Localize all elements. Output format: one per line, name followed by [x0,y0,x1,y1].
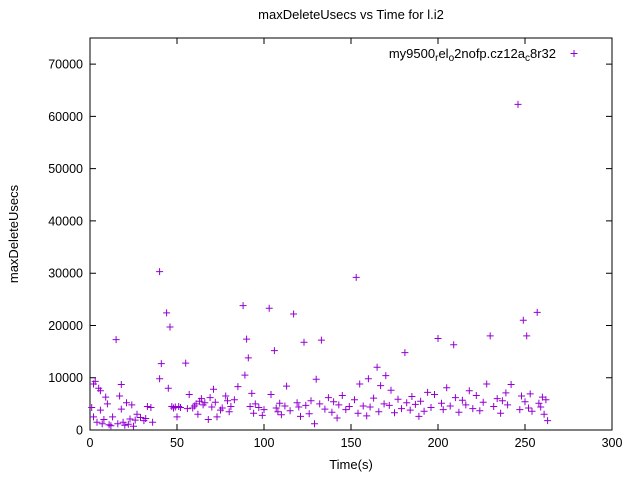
x-tick-label: 250 [515,436,536,450]
y-tick-label: 10000 [48,371,83,385]
legend-plus-marker-icon [570,50,578,57]
y-tick-label: 60000 [48,110,83,124]
y-tick-label: 50000 [48,162,83,176]
x-tick-label: 50 [170,436,184,450]
data-point-markers [88,100,552,430]
x-axis-label: Time(s) [329,457,373,472]
y-axis-label: maxDeleteUsecs [6,184,21,283]
x-tick-label: 200 [428,436,449,450]
y-tick-label: 30000 [48,267,83,281]
y-tick-label: 40000 [48,214,83,228]
x-tick-label: 100 [254,436,275,450]
tick-marks [89,38,613,431]
y-tick-label: 70000 [48,58,83,72]
scatter-points [88,100,552,430]
x-tick-label: 0 [87,436,94,450]
x-tick-label: 150 [341,436,362,450]
plot-border [89,37,613,431]
y-tick-label: 20000 [48,319,83,333]
chart-title: maxDeleteUsecs vs Time for l.i2 [258,7,444,22]
x-tick-label: 300 [602,436,623,450]
legend: my9500relo2nofp.cz12ac8r32 [389,46,578,64]
legend-series-label: my9500relo2nofp.cz12ac8r32 [389,46,556,64]
axis-ticks: 0 50 100 150 200 250 300 0 10000 20000 30000 40000 5… [48,38,622,450]
y-tick-label: 0 [76,424,83,438]
